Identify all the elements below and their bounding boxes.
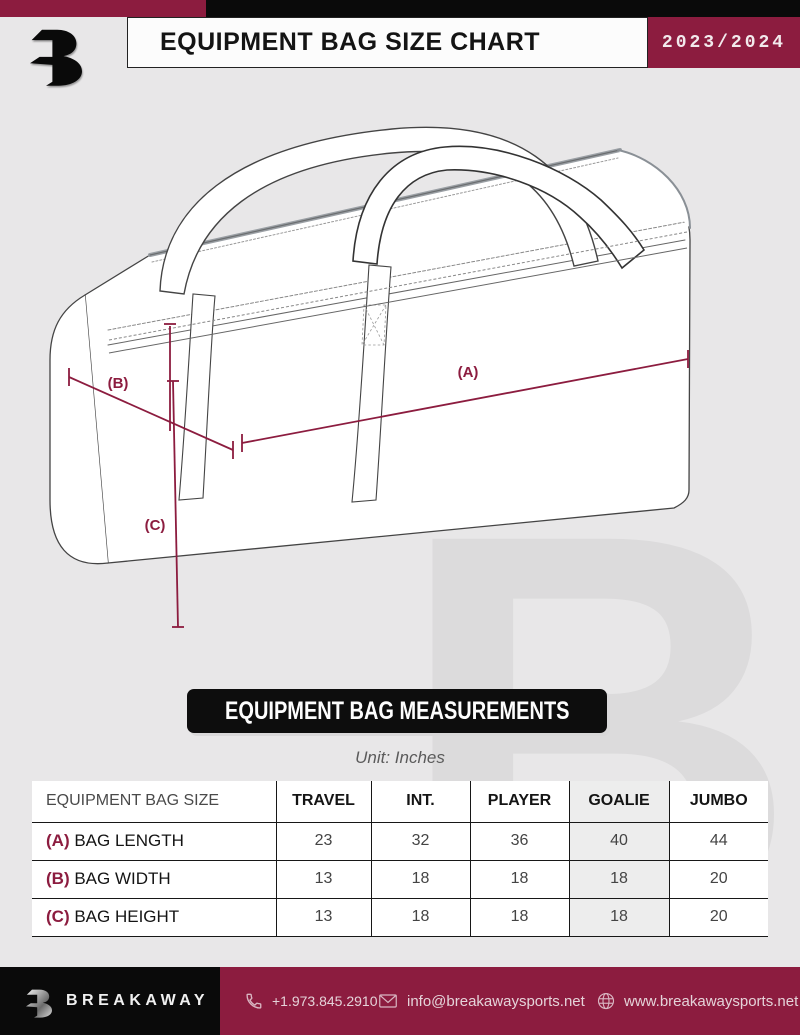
- svg-text:(C): (C): [145, 517, 166, 534]
- svg-text:(A): (A): [458, 364, 479, 381]
- svg-text:(B): (B): [108, 375, 129, 392]
